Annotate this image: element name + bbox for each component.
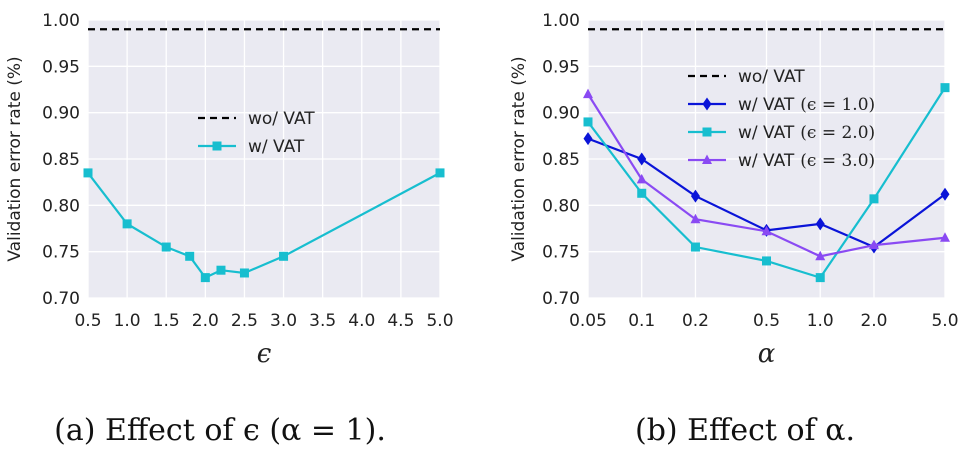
series-b bbox=[583, 28, 950, 283]
y-tick-label: 0.75 bbox=[42, 243, 80, 263]
y-tick-label: 0.80 bbox=[542, 196, 580, 216]
tick-labels-b: 0.05 0.1 0.2 0.5 1.0 2.0 5.0 0.70 0.75 0.80 0.85 0.… bbox=[542, 11, 958, 331]
data-point bbox=[583, 132, 593, 146]
legend-label: w/ VAT bbox=[248, 137, 305, 157]
x-tick-label: 5.0 bbox=[426, 311, 453, 331]
x-tick-label: 1.5 bbox=[153, 311, 180, 331]
x-tick-label: 4.5 bbox=[387, 311, 414, 331]
y-tick-label: 0.95 bbox=[542, 57, 580, 77]
legend-label: w/ VAT bbox=[738, 95, 795, 115]
legend-item: w/ VAT (ϵ = 1.0) bbox=[688, 95, 875, 115]
data-point bbox=[869, 194, 879, 204]
legend-item: wo/ VAT bbox=[198, 109, 315, 129]
x-axis-label-a: ϵ bbox=[257, 339, 272, 369]
y-tick-label: 1.00 bbox=[542, 11, 580, 31]
data-point bbox=[690, 242, 700, 252]
legend-param: (ϵ = 3.0) bbox=[800, 151, 875, 171]
x-tick-label: 2.0 bbox=[860, 311, 887, 331]
y-tick-label: 0.80 bbox=[42, 196, 80, 216]
data-point bbox=[637, 152, 647, 166]
legend-label: wo/ VAT bbox=[738, 67, 805, 87]
data-point bbox=[122, 219, 132, 229]
legend-label: w/ VAT bbox=[738, 151, 795, 171]
y-tick-label: 0.75 bbox=[542, 243, 580, 263]
data-point bbox=[216, 265, 226, 275]
y-tick-label: 0.70 bbox=[42, 289, 80, 309]
data-point bbox=[583, 88, 593, 99]
series-1 bbox=[83, 168, 445, 283]
data-point bbox=[161, 242, 171, 252]
data-point bbox=[815, 250, 826, 261]
data-point bbox=[83, 168, 93, 178]
legend-marker bbox=[702, 127, 712, 137]
data-point bbox=[690, 189, 700, 203]
data-point bbox=[815, 273, 825, 283]
data-point bbox=[637, 188, 647, 198]
data-point bbox=[868, 239, 879, 250]
x-tick-label: 3.0 bbox=[270, 311, 297, 331]
y-tick-label: 0.95 bbox=[42, 57, 80, 77]
y-tick-label: 0.90 bbox=[542, 104, 580, 124]
x-tick-label: 0.5 bbox=[753, 311, 780, 331]
caption-b: (b) Effect of α. bbox=[635, 413, 855, 448]
data-point bbox=[940, 187, 950, 201]
legend-item: w/ VAT bbox=[198, 137, 305, 157]
y-tick-label: 0.90 bbox=[42, 104, 80, 124]
y-tick-label: 0.85 bbox=[42, 150, 80, 170]
caption-a: (a) Effect of ϵ (α = 1). bbox=[54, 413, 386, 448]
legend-item: w/ VAT (ϵ = 3.0) bbox=[688, 151, 875, 171]
x-tick-label: 0.5 bbox=[74, 311, 101, 331]
y-axis-label-a: Validation error rate (%) bbox=[5, 56, 25, 261]
x-tick-label: 1.0 bbox=[807, 311, 834, 331]
grid-a bbox=[87, 19, 441, 299]
legend-param: (ϵ = 1.0) bbox=[800, 95, 875, 115]
data-point bbox=[435, 168, 445, 178]
panel-a: 0.5 1.0 1.5 2.0 2.5 3.0 3.5 4.0 4.5 5.0 0.70 0.75 0.… bbox=[5, 11, 454, 448]
tick-labels-a: 0.5 1.0 1.5 2.0 2.5 3.0 3.5 4.0 4.5 5.0 0.70 0.75 0.… bbox=[42, 11, 453, 331]
data-point bbox=[690, 213, 701, 224]
panel-b: 0.05 0.1 0.2 0.5 1.0 2.0 5.0 0.70 0.75 0.80 0.85 0.… bbox=[509, 11, 959, 448]
grid-b bbox=[587, 19, 946, 299]
legend-label: w/ VAT bbox=[738, 123, 795, 143]
y-tick-label: 0.70 bbox=[542, 289, 580, 309]
x-tick-label: 0.1 bbox=[628, 311, 655, 331]
x-tick-label: 3.5 bbox=[309, 311, 336, 331]
x-tick-label: 5.0 bbox=[931, 311, 958, 331]
x-tick-label: 0.05 bbox=[569, 311, 607, 331]
x-tick-label: 4.0 bbox=[348, 311, 375, 331]
data-point bbox=[940, 232, 950, 242]
data-point bbox=[200, 273, 210, 283]
data-point bbox=[815, 217, 825, 231]
x-tick-label: 2.0 bbox=[192, 311, 219, 331]
legend-marker bbox=[702, 97, 712, 111]
y-tick-label: 1.00 bbox=[42, 11, 80, 31]
legend-item: wo/ VAT bbox=[688, 67, 805, 87]
x-tick-label: 1.0 bbox=[114, 311, 141, 331]
legend-marker bbox=[212, 141, 222, 151]
legend-item: w/ VAT (ϵ = 2.0) bbox=[688, 123, 875, 143]
series-2 bbox=[583, 83, 950, 283]
legend-param: (ϵ = 2.0) bbox=[800, 123, 875, 143]
data-point bbox=[940, 83, 950, 93]
data-point bbox=[761, 225, 772, 236]
y-tick-label: 0.85 bbox=[542, 150, 580, 170]
data-point bbox=[762, 256, 771, 266]
legend-a: wo/ VAT w/ VAT bbox=[198, 109, 315, 157]
data-point bbox=[185, 251, 195, 261]
series-3 bbox=[583, 88, 950, 261]
x-axis-label-b: α bbox=[758, 339, 776, 369]
data-point bbox=[583, 117, 593, 127]
legend-label: wo/ VAT bbox=[248, 109, 315, 129]
x-tick-label: 0.2 bbox=[682, 311, 709, 331]
data-point bbox=[279, 251, 289, 261]
y-axis-label-b: Validation error rate (%) bbox=[509, 56, 529, 261]
x-tick-label: 2.5 bbox=[231, 311, 258, 331]
legend-marker bbox=[702, 154, 712, 164]
data-point bbox=[239, 268, 249, 278]
series-a bbox=[83, 28, 445, 283]
data-point bbox=[636, 173, 647, 184]
